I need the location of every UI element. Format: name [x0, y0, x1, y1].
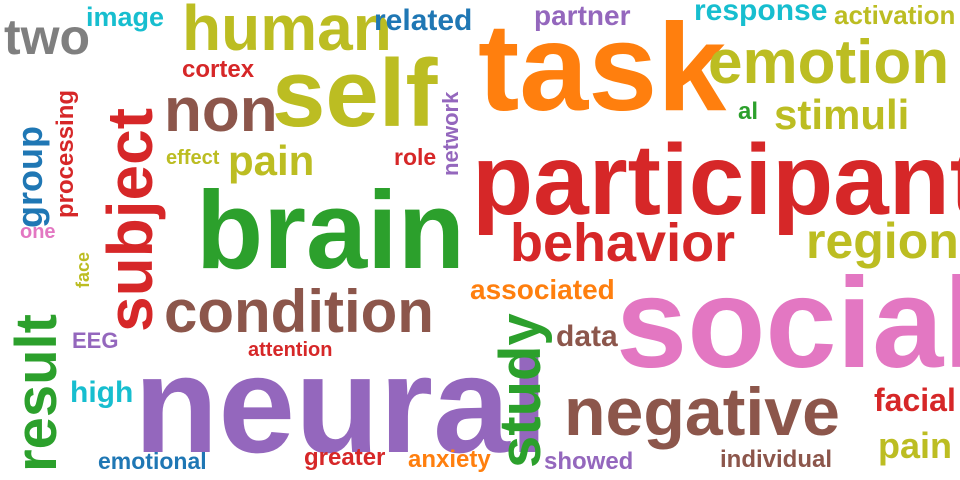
word-emotional: emotional	[98, 448, 207, 474]
word-non: non	[164, 76, 278, 145]
word-attention: attention	[248, 339, 333, 361]
word-response: response	[694, 0, 828, 27]
word-human: human	[182, 0, 392, 64]
word-task: task	[478, 0, 727, 137]
word-behavior: behavior	[510, 213, 736, 273]
word-brain: brain	[196, 169, 465, 292]
word-self: self	[272, 40, 438, 147]
word-neural: neural	[134, 328, 549, 480]
word-greater: greater	[304, 444, 386, 471]
word-stimuli: stimuli	[774, 91, 910, 138]
word-region: region	[806, 213, 959, 269]
word-facial: facial	[874, 382, 956, 418]
word-face: face	[73, 251, 93, 288]
word-associated: associated	[470, 274, 615, 305]
word-subject: subject	[94, 107, 166, 332]
word-anxiety: anxiety	[408, 446, 491, 473]
word-participant: participant	[472, 124, 960, 236]
word-processing: processing	[52, 89, 79, 218]
word-emotion: emotion	[708, 28, 950, 97]
word-two: two	[4, 9, 91, 65]
word-image: image	[86, 2, 165, 32]
word-group: group	[9, 126, 50, 228]
word-network: network	[438, 91, 463, 176]
word-effect: effect	[166, 147, 220, 169]
word-social: social	[616, 252, 960, 395]
word-individual: individual	[720, 446, 833, 473]
word-high: high	[70, 376, 134, 409]
word-one: one	[20, 221, 56, 243]
word-related: related	[374, 4, 473, 37]
word-eeg: EEG	[72, 328, 119, 353]
word-showed: showed	[544, 448, 634, 475]
word-activation: activation	[834, 0, 956, 30]
word-negative: negative	[564, 374, 840, 450]
word-cortex: cortex	[182, 56, 255, 83]
word-study: study	[488, 313, 553, 468]
word-data: data	[556, 320, 618, 353]
word-activity: pain	[228, 137, 315, 184]
word-pain: pain	[878, 425, 953, 466]
word-condition: condition	[164, 278, 434, 345]
word-result: result	[4, 314, 69, 472]
word-al: al	[738, 98, 759, 125]
word-partner: partner	[534, 0, 631, 31]
word-role: role	[394, 144, 437, 170]
